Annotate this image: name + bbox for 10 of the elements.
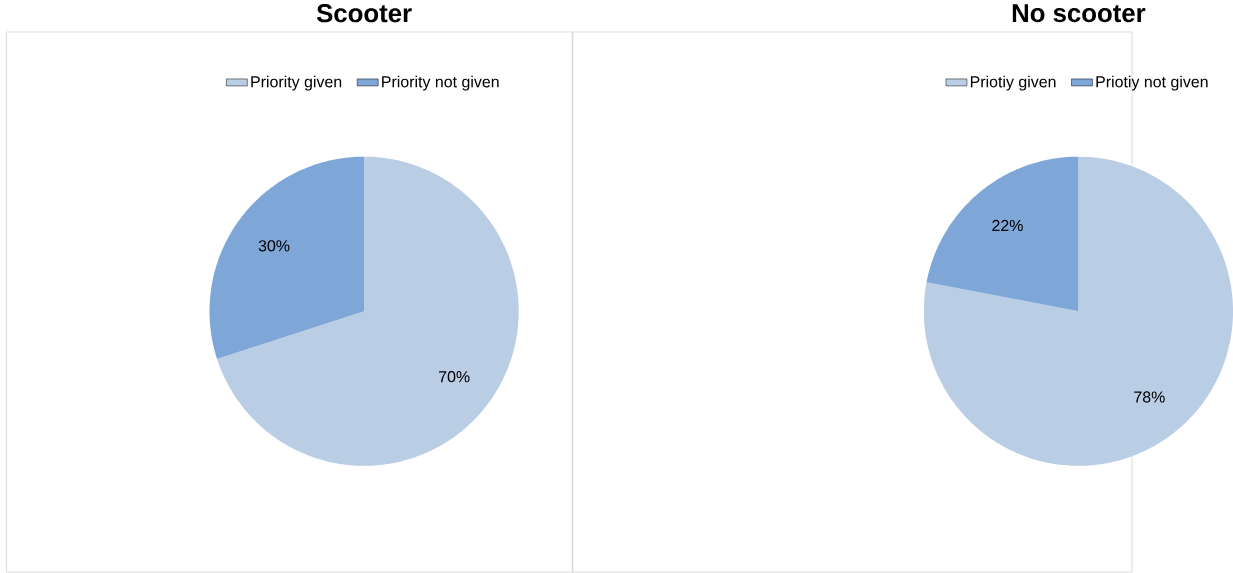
data-label: 70% [439,370,470,383]
chart-title: No scooter [1012,4,1146,23]
data-label: 22% [992,219,1023,232]
legend-label: Priotiy not given [1096,75,1208,91]
data-label: 30% [258,240,290,252]
chart-title: Scooter [316,4,412,23]
legend-label: Priotiy given [970,75,1056,91]
legend-label: Priority given [251,75,342,91]
legend-label: Priority not given [382,75,499,91]
data-label: 78% [1134,391,1165,403]
